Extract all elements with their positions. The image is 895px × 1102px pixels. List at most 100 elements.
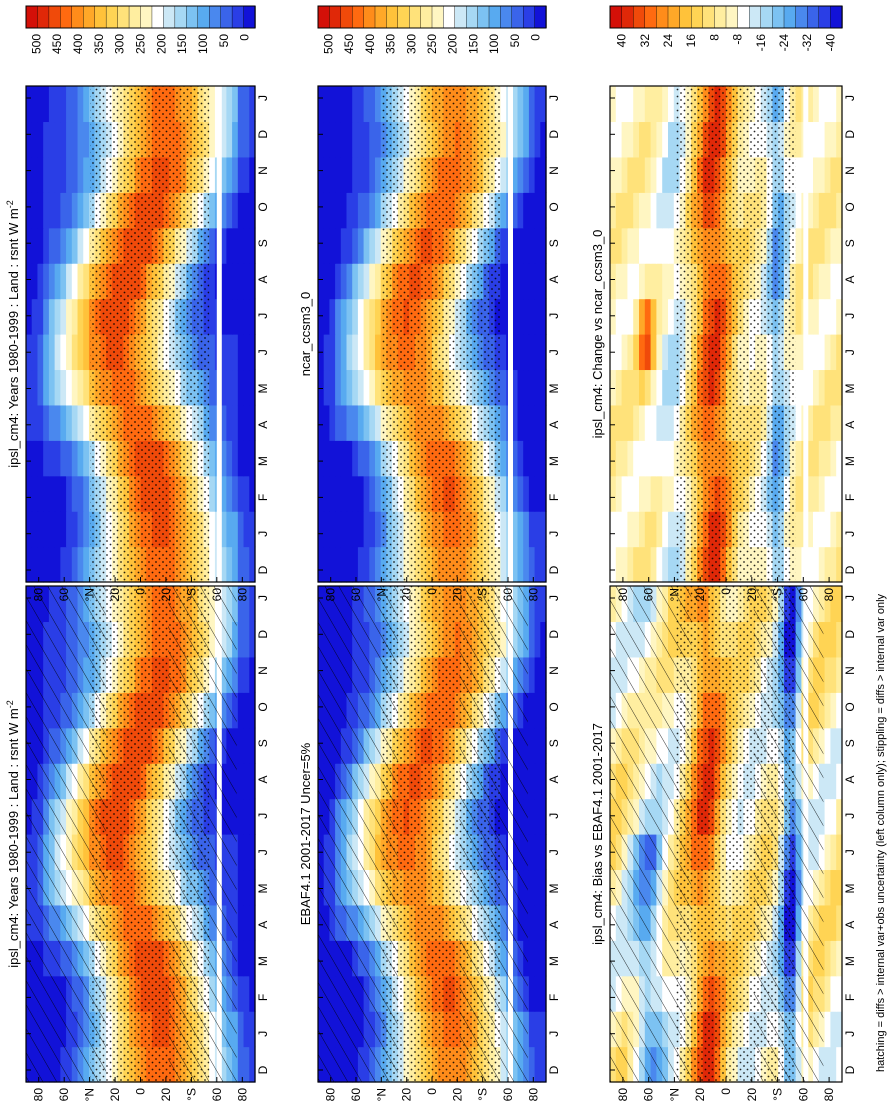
heatmap-cell — [528, 763, 536, 800]
heatmap-cell — [621, 334, 628, 371]
heatmap-cell — [60, 404, 67, 441]
lat-tick-label: °S — [476, 588, 490, 601]
lat-tick-label: °S — [771, 588, 785, 601]
heatmap-cell — [610, 263, 617, 300]
heatmap-cell — [836, 192, 843, 229]
heatmap-cell — [60, 334, 67, 371]
heatmap-cell — [650, 121, 657, 158]
heatmap-cell — [220, 404, 227, 441]
heatmap-cell — [534, 586, 541, 623]
month-tick-label: J — [843, 349, 857, 355]
heatmap-cell — [615, 121, 623, 158]
heatmap-cell — [220, 156, 227, 193]
month-tick-label: D — [547, 565, 561, 574]
heatmap-cell — [243, 404, 250, 441]
heatmap-cell — [357, 369, 365, 406]
heatmap-cell — [627, 227, 634, 264]
month-tick-label: M — [256, 456, 270, 466]
month-tick-label: J — [547, 595, 561, 601]
heatmap-cell — [528, 404, 536, 441]
lat-tick-label: 80 — [32, 1088, 46, 1102]
colorbar-swatch — [363, 5, 376, 29]
heatmap-cell — [232, 369, 239, 406]
heatmap-cell — [662, 334, 669, 371]
heatmap-cell — [836, 586, 843, 623]
heatmap-cell — [523, 440, 530, 477]
heatmap-cell — [534, 334, 541, 371]
heatmap-cell — [249, 511, 256, 548]
heatmap-cell — [836, 227, 843, 264]
heatmap-cell — [43, 475, 50, 512]
heatmap-cell — [209, 440, 216, 477]
month-tick-label: D — [256, 565, 270, 574]
heatmap-cell — [656, 227, 663, 264]
lat-tick-label: 80 — [235, 1088, 249, 1102]
month-tick-label: S — [843, 239, 857, 247]
heatmap-cell — [824, 546, 831, 583]
heatmap-cell — [243, 869, 250, 906]
heatmap-cell — [318, 369, 325, 406]
heatmap-cell — [836, 404, 843, 441]
colorbar-swatch — [644, 5, 658, 29]
heatmap-cell — [363, 192, 370, 229]
month-tick-label: J — [256, 595, 270, 601]
heatmap-cell — [836, 692, 843, 729]
month-tick-label: S — [547, 739, 561, 747]
heatmap-cell — [249, 586, 256, 623]
colorbar-tick-label: 24 — [661, 34, 675, 48]
heatmap-cell — [517, 369, 524, 406]
heatmap-cell — [318, 475, 325, 512]
heatmap-cell — [340, 369, 348, 406]
heatmap-cell — [54, 404, 61, 441]
colorbar-tick-label: 8 — [707, 34, 721, 41]
colorbar-swatch — [352, 5, 365, 29]
heatmap-cell — [329, 263, 336, 300]
heatmap-cell — [329, 298, 336, 335]
colorbar-swatch — [71, 5, 84, 29]
heatmap-cell — [83, 192, 90, 229]
heatmap-cell — [615, 404, 623, 441]
heatmap-cell — [237, 86, 245, 123]
heatmap-cell — [656, 334, 663, 371]
heatmap-cell — [540, 334, 547, 371]
heatmap-cell — [836, 546, 843, 583]
heatmap-cell — [48, 334, 56, 371]
heatmap-cell — [340, 440, 348, 477]
heatmap-cell — [639, 404, 646, 441]
heatmap-cell — [363, 334, 370, 371]
heatmap-cell — [54, 86, 61, 123]
month-tick-label: J — [547, 531, 561, 537]
colorbar-frame — [609, 5, 843, 29]
heatmap-cell — [633, 298, 640, 335]
heatmap-cell — [66, 369, 73, 406]
heatmap-cell — [249, 834, 256, 871]
heatmap-cell — [662, 86, 669, 123]
heatmap-cell — [77, 511, 84, 548]
heatmap-cell — [610, 546, 617, 583]
month-tick-label: J — [843, 1031, 857, 1037]
heatmap-cell — [249, 546, 256, 583]
heatmap-cell — [249, 975, 256, 1012]
heatmap-cell — [795, 227, 802, 264]
lat-tick-label: °N — [83, 588, 97, 601]
heatmap-cell — [511, 227, 519, 264]
heatmap-cell — [650, 369, 657, 406]
heatmap-cell — [209, 334, 216, 371]
heatmap-cell — [346, 511, 353, 548]
colorbar-tick-label: 400 — [71, 34, 85, 54]
month-tick-label: A — [547, 775, 561, 783]
heatmap-cell — [37, 227, 44, 264]
heatmap-cell — [77, 192, 84, 229]
heatmap-cell — [26, 156, 33, 193]
heatmap-cell — [540, 227, 547, 264]
heatmap-cell — [517, 475, 524, 512]
colorbar-swatch — [386, 5, 399, 29]
heatmap-cell — [54, 546, 61, 583]
heatmap-cell — [540, 121, 547, 158]
heatmap-cell — [824, 940, 831, 977]
heatmap-cell — [534, 475, 541, 512]
heatmap-cell — [633, 121, 640, 158]
heatmap-cell — [540, 192, 547, 229]
heatmap-cell — [237, 404, 245, 441]
heatmap-cell — [534, 656, 541, 693]
